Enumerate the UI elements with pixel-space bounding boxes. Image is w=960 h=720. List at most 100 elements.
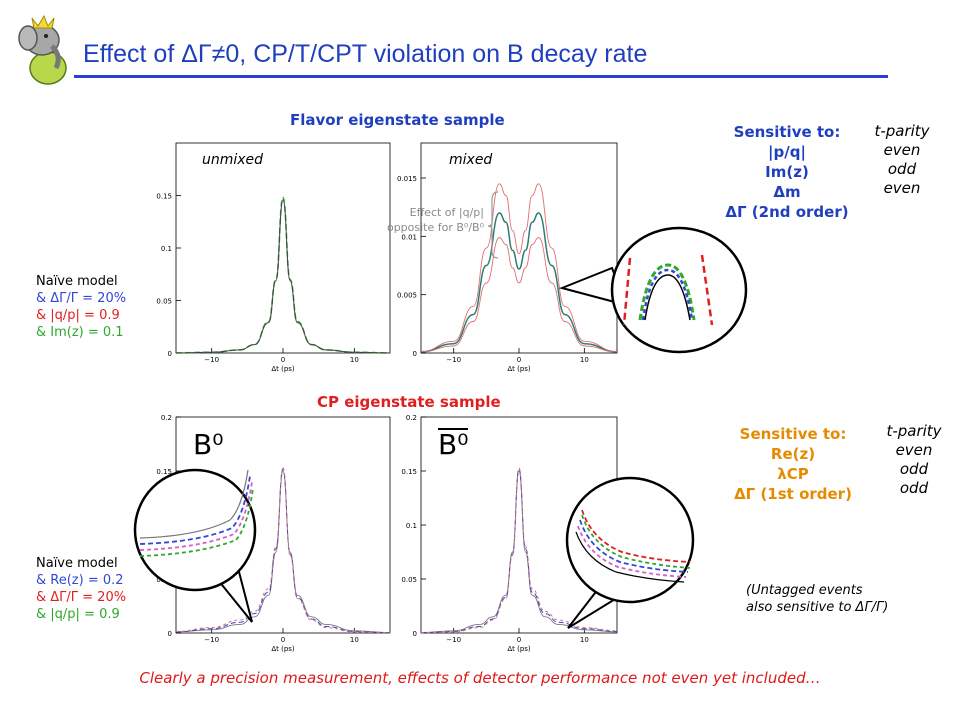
flavor-parity-item: even — [883, 179, 921, 197]
cp-parity-header: t-parity — [886, 422, 942, 440]
bubble-curve — [581, 509, 691, 563]
bubble-circle — [565, 476, 695, 604]
cp-sensitive-header: Sensitive to: — [739, 425, 847, 443]
cp-model-header: Naïve model — [36, 556, 118, 571]
x-tick-label: −10 — [204, 356, 219, 364]
bubble-curve — [638, 263, 696, 321]
flavor-parity-item: even — [883, 141, 921, 159]
x-tick-label: 0 — [517, 636, 521, 644]
qp-annotation-line2: opposite for B⁰/B⁰ — [386, 221, 484, 234]
y-tick-label: 0.2 — [406, 414, 417, 422]
y-tick-label: 0 — [168, 630, 172, 638]
flavor-model-header: Naïve model — [36, 274, 118, 289]
x-tick-label: 0 — [517, 356, 521, 364]
bubble-curve — [644, 274, 691, 321]
series-line — [175, 468, 391, 634]
y-tick-label: 0.01 — [401, 233, 417, 241]
bubble-curve — [575, 531, 685, 583]
cp-sensitive-block: Sensitive to: Re(z) λCP ΔΓ (1st order) — [718, 424, 868, 504]
flavor-param-green: & Im(z) = 0.1 — [36, 325, 124, 340]
flavor-param-blue: & ΔΓ/Γ = 20% — [36, 291, 127, 306]
zoom-bubble-b0 — [133, 468, 257, 623]
bubble-curve — [139, 481, 253, 551]
flavor-sensitive-item: ΔΓ (2nd order) — [725, 203, 849, 221]
y-tick-label: 0.15 — [156, 193, 172, 201]
flavor-sensitive-item: Im(z) — [765, 163, 809, 181]
y-tick-label: 0.05 — [156, 298, 172, 306]
y-tick-label: 0.05 — [401, 576, 417, 584]
cp-model-params: Naïve model & Re(z) = 0.2 & ΔΓ/Γ = 20% &… — [36, 555, 126, 623]
qp-annotation: Effect of |q/p| opposite for B⁰/B⁰ — [356, 205, 484, 235]
cp-parity-item: odd — [899, 460, 929, 478]
x-axis-label: Δt (ps) — [271, 645, 295, 653]
series-line — [420, 468, 618, 634]
bubble-curve — [579, 519, 689, 573]
title-underline — [74, 75, 888, 78]
y-tick-label: 0 — [168, 350, 172, 358]
cp-sensitive-item: λCP — [777, 465, 809, 483]
bubble-curve — [577, 525, 687, 578]
x-tick-label: −10 — [204, 636, 219, 644]
x-tick-label: 0 — [281, 636, 285, 644]
flavor-sensitive-block: Sensitive to: |p/q| Im(z) Δm ΔΓ (2nd ord… — [712, 122, 862, 222]
y-tick-label: 0 — [413, 630, 417, 638]
bubble-curve — [581, 514, 691, 569]
flavor-parity-item: odd — [887, 160, 917, 178]
mixed-chart: 0 0.005 0.01 0.015 −10 0 10 Δt (ps) — [397, 142, 618, 373]
b0bar-label: B⁰ — [438, 428, 469, 461]
y-tick-label: 0.15 — [156, 468, 172, 476]
x-tick-label: −10 — [446, 356, 461, 364]
x-tick-label: 10 — [350, 356, 359, 364]
y-tick-label: 0.1 — [406, 522, 417, 530]
y-tick-label: 0.15 — [401, 468, 417, 476]
untagged-note: (Untagged events also sensitive to ΔΓ/Γ) — [746, 582, 888, 616]
x-tick-label: 10 — [350, 636, 359, 644]
bubble-curve — [139, 487, 254, 557]
series-line — [420, 470, 618, 633]
flavor-sensitive-header: Sensitive to: — [733, 123, 841, 141]
x-tick-label: 0 — [281, 356, 285, 364]
zoom-bubble-mixed — [558, 226, 748, 354]
b0-label: B⁰ — [193, 428, 224, 461]
x-axis-label: Δt (ps) — [507, 645, 531, 653]
x-axis-label: Δt (ps) — [271, 365, 295, 373]
bubble-curve — [641, 268, 694, 321]
mixed-label: mixed — [449, 152, 493, 168]
page-title: Effect of ΔΓ≠0, CP/T/CPT violation on B … — [83, 40, 648, 68]
bubble-curve — [139, 469, 249, 539]
cp-param-green: & |q/p| = 0.9 — [36, 607, 120, 622]
flavor-model-params: Naïve model & ΔΓ/Γ = 20% & |q/p| = 0.9 &… — [36, 273, 126, 341]
zoom-bubble-b0bar — [565, 476, 695, 629]
cp-sensitive-item: Re(z) — [770, 445, 816, 463]
x-tick-label: −10 — [446, 636, 461, 644]
annotation-bracket — [487, 191, 499, 259]
y-tick-label: 0.2 — [161, 414, 172, 422]
mixed-chart-frame — [420, 142, 618, 354]
series-line — [175, 199, 391, 354]
series-line — [175, 467, 391, 634]
flavor-parity-header: t-parity — [874, 122, 930, 140]
cp-parity-block: t-parity even odd odd — [874, 422, 954, 498]
flavor-sensitive-item: Δm — [773, 183, 801, 201]
bubble-circle — [133, 468, 257, 592]
qp-annotation-line1: Effect of |q/p| — [409, 206, 484, 219]
untagged-note-line1: (Untagged events — [746, 583, 863, 598]
series-line — [420, 212, 618, 353]
flavor-heading: Flavor eigenstate sample — [290, 111, 505, 129]
x-tick-label: 10 — [580, 636, 589, 644]
bubble-curve — [700, 254, 714, 326]
y-tick-label: 0.1 — [161, 245, 172, 253]
flavor-param-red: & |q/p| = 0.9 — [36, 308, 120, 323]
cp-sensitive-item: ΔΓ (1st order) — [734, 485, 852, 503]
flavor-parity-block: t-parity even odd even — [862, 122, 942, 198]
cp-parity-item: odd — [899, 479, 929, 497]
unmixed-label: unmixed — [202, 152, 264, 168]
footer-text: Clearly a precision measurement, effects… — [139, 669, 821, 687]
untagged-note-line2: also sensitive to ΔΓ/Γ) — [746, 600, 889, 615]
flavor-sensitive-item: |p/q| — [768, 143, 806, 161]
y-tick-label: 0 — [413, 350, 417, 358]
cp-param-red: & ΔΓ/Γ = 20% — [36, 590, 127, 605]
series-line — [420, 237, 618, 353]
y-tick-label: 0.005 — [397, 292, 417, 300]
elephant-mascot-icon — [18, 14, 67, 85]
